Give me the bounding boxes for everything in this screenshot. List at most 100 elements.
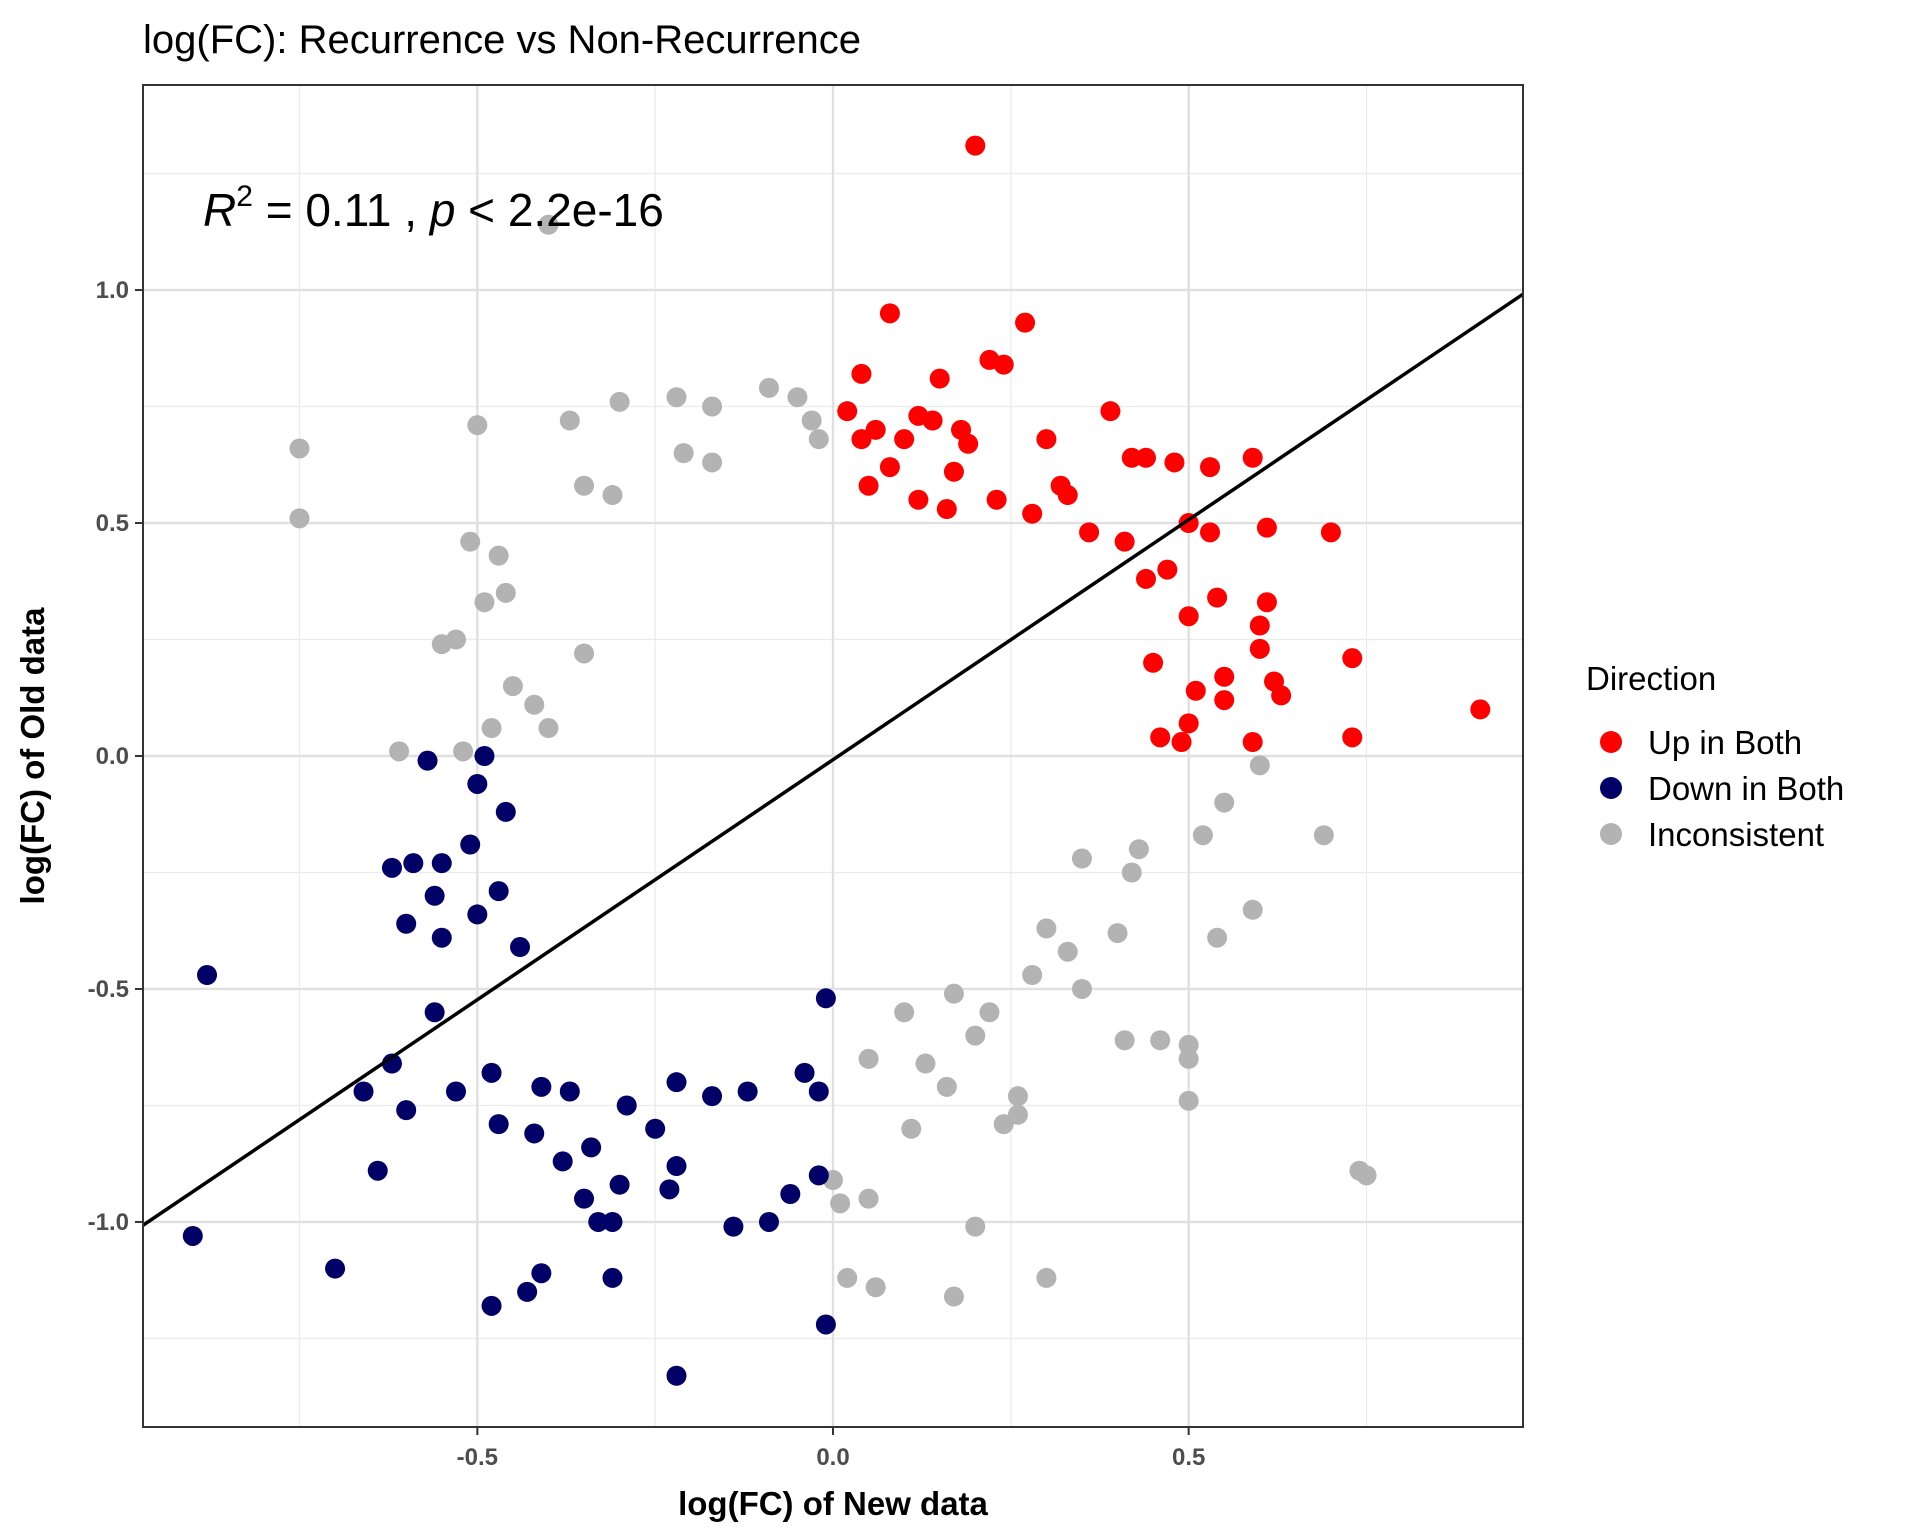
point-down-in-both	[659, 1179, 680, 1200]
point-up-in-both	[1320, 522, 1341, 543]
point-up-in-both	[1050, 475, 1071, 496]
point-inconsistent	[289, 508, 310, 529]
point-inconsistent	[1207, 927, 1228, 948]
point-up-in-both	[929, 368, 950, 389]
point-up-in-both	[1342, 648, 1363, 669]
point-down-in-both	[431, 853, 452, 874]
point-inconsistent	[837, 1267, 858, 1288]
x-axis-title: log(FC) of New data	[678, 1485, 988, 1522]
point-inconsistent	[488, 545, 509, 566]
point-inconsistent	[865, 1277, 886, 1298]
point-up-in-both	[1214, 690, 1235, 711]
point-up-in-both	[1178, 606, 1199, 627]
point-inconsistent	[894, 1002, 915, 1023]
point-inconsistent	[915, 1053, 936, 1074]
point-down-in-both	[602, 1267, 623, 1288]
point-inconsistent	[467, 415, 488, 436]
point-inconsistent	[481, 718, 502, 739]
point-up-in-both	[1242, 447, 1263, 468]
point-down-in-both	[815, 1314, 836, 1335]
point-inconsistent	[901, 1118, 922, 1139]
legend-key	[1600, 823, 1622, 845]
y-axis: -1.0 -0.5 0.0 0.5 1.0	[88, 277, 143, 1236]
point-inconsistent	[1107, 923, 1128, 944]
point-down-in-both	[602, 1211, 623, 1232]
point-inconsistent	[1036, 918, 1057, 939]
point-inconsistent	[1071, 978, 1092, 999]
point-inconsistent	[609, 391, 630, 412]
point-down-in-both	[474, 746, 495, 766]
point-inconsistent	[574, 475, 595, 496]
point-down-in-both	[666, 1365, 687, 1386]
point-down-in-both	[325, 1258, 346, 1279]
stats-annotation: R2 = 0.11 , p < 2.2e-16	[203, 180, 664, 236]
point-down-in-both	[808, 1165, 829, 1186]
point-down-in-both	[467, 904, 488, 925]
point-down-in-both	[488, 881, 509, 902]
point-inconsistent	[943, 983, 964, 1004]
x-tick-label: 0.0	[816, 1444, 849, 1471]
point-inconsistent	[495, 582, 516, 603]
point-down-in-both	[424, 1002, 445, 1023]
point-up-in-both	[879, 303, 900, 324]
point-down-in-both	[815, 988, 836, 1009]
point-up-in-both	[908, 489, 929, 510]
point-down-in-both	[609, 1174, 630, 1195]
point-up-in-both	[1178, 713, 1199, 734]
point-down-in-both	[588, 1211, 609, 1232]
legend-label: Up in Both	[1648, 724, 1802, 761]
point-down-in-both	[794, 1062, 815, 1083]
point-inconsistent	[1022, 965, 1043, 986]
point-up-in-both	[1171, 732, 1192, 753]
point-down-in-both	[182, 1225, 203, 1246]
point-inconsistent	[979, 1002, 1000, 1023]
point-down-in-both	[367, 1160, 388, 1181]
point-inconsistent	[524, 694, 545, 715]
point-up-in-both	[1214, 666, 1235, 687]
point-down-in-both	[531, 1263, 552, 1284]
point-down-in-both	[574, 1188, 595, 1209]
point-down-in-both	[431, 927, 452, 948]
point-up-in-both	[1114, 531, 1135, 552]
point-inconsistent	[830, 1193, 851, 1214]
point-up-in-both	[1185, 680, 1206, 701]
point-inconsistent	[289, 438, 310, 459]
point-inconsistent	[1249, 755, 1270, 776]
point-inconsistent	[702, 452, 723, 473]
point-inconsistent	[559, 410, 580, 431]
chart-title: log(FC): Recurrence vs Non-Recurrence	[143, 18, 861, 62]
point-up-in-both	[1271, 685, 1292, 706]
legend-key	[1600, 777, 1622, 799]
point-up-in-both	[965, 135, 986, 156]
point-up-in-both	[1135, 568, 1156, 589]
point-down-in-both	[197, 965, 218, 986]
point-up-in-both	[958, 433, 979, 454]
point-down-in-both	[481, 1295, 502, 1316]
point-down-in-both	[488, 1114, 509, 1135]
point-down-in-both	[702, 1086, 723, 1107]
point-inconsistent	[1192, 825, 1213, 846]
point-up-in-both	[1022, 503, 1043, 524]
point-down-in-both	[481, 1062, 502, 1083]
x-tick-label: -0.5	[457, 1444, 498, 1471]
point-down-in-both	[808, 1081, 829, 1102]
point-inconsistent	[1178, 1090, 1199, 1111]
point-up-in-both	[936, 499, 957, 520]
point-inconsistent	[1313, 825, 1334, 846]
point-up-in-both	[1249, 615, 1270, 636]
point-up-in-both	[837, 401, 858, 422]
regression-line	[143, 292, 1523, 1227]
y-tick-label: 1.0	[96, 277, 129, 304]
p-value: < 2.2e-16	[455, 184, 663, 236]
point-inconsistent	[1150, 1030, 1171, 1051]
point-inconsistent	[965, 1216, 986, 1237]
point-inconsistent	[787, 387, 808, 408]
point-up-in-both	[1207, 587, 1228, 608]
legend: Direction Up in Both Down in Both Inconsis…	[1586, 660, 1844, 853]
point-up-in-both	[922, 410, 943, 431]
legend-key	[1600, 731, 1622, 753]
point-up-in-both	[1164, 452, 1185, 473]
point-down-in-both	[403, 853, 424, 874]
point-inconsistent	[943, 1286, 964, 1307]
